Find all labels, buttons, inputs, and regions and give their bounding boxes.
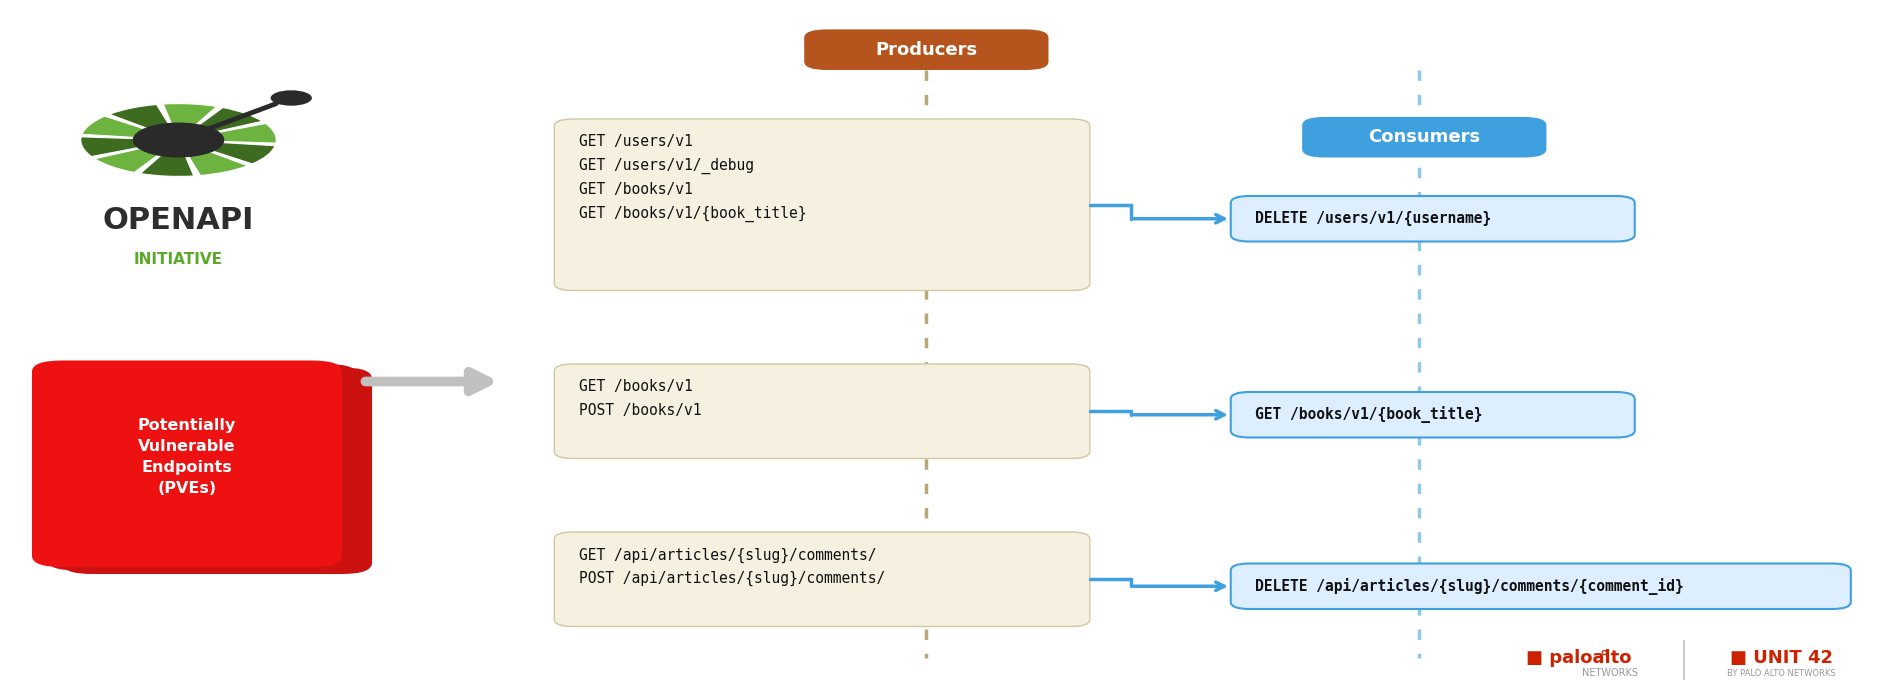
Text: Consumers: Consumers xyxy=(1368,128,1481,146)
Text: DELETE /api/articles/{slug}/comments/{comment_id}: DELETE /api/articles/{slug}/comments/{co… xyxy=(1255,578,1684,595)
FancyBboxPatch shape xyxy=(804,29,1048,70)
Text: INITIATIVE: INITIATIVE xyxy=(133,251,224,267)
Text: DELETE /users/v1/{username}: DELETE /users/v1/{username} xyxy=(1255,211,1492,226)
Wedge shape xyxy=(94,147,162,172)
Wedge shape xyxy=(186,150,248,176)
Text: °: ° xyxy=(1548,649,1608,667)
Circle shape xyxy=(133,123,224,157)
FancyBboxPatch shape xyxy=(554,532,1090,626)
FancyBboxPatch shape xyxy=(1231,392,1635,438)
Wedge shape xyxy=(212,123,276,144)
Text: GET /books/v1
POST /books/v1: GET /books/v1 POST /books/v1 xyxy=(579,379,701,418)
FancyBboxPatch shape xyxy=(1231,196,1635,242)
Text: ■ UNIT 42: ■ UNIT 42 xyxy=(1731,649,1832,667)
Text: BY PALO ALTO NETWORKS: BY PALO ALTO NETWORKS xyxy=(1727,669,1836,678)
Wedge shape xyxy=(207,142,274,164)
Wedge shape xyxy=(81,136,145,157)
Circle shape xyxy=(271,90,312,106)
FancyBboxPatch shape xyxy=(1302,117,1546,158)
FancyBboxPatch shape xyxy=(32,360,342,567)
FancyBboxPatch shape xyxy=(554,364,1090,458)
Wedge shape xyxy=(109,104,171,130)
Wedge shape xyxy=(163,104,216,127)
Text: ■ paloalto: ■ paloalto xyxy=(1526,649,1631,667)
Text: GET /users/v1
GET /users/v1/_debug
GET /books/v1
GET /books/v1/{book_title}: GET /users/v1 GET /users/v1/_debug GET /… xyxy=(579,134,806,222)
Wedge shape xyxy=(195,108,263,133)
FancyBboxPatch shape xyxy=(1231,564,1851,609)
Text: OPENAPI: OPENAPI xyxy=(103,206,254,235)
Text: Potentially
Vulnerable
Endpoints
(PVEs): Potentially Vulnerable Endpoints (PVEs) xyxy=(137,418,237,496)
FancyBboxPatch shape xyxy=(62,368,372,574)
FancyBboxPatch shape xyxy=(554,119,1090,290)
Wedge shape xyxy=(83,116,150,138)
Text: GET /books/v1/{book_title}: GET /books/v1/{book_title} xyxy=(1255,406,1483,424)
Text: GET /api/articles/{slug}/comments/
POST /api/articles/{slug}/comments/: GET /api/articles/{slug}/comments/ POST … xyxy=(579,547,885,586)
Text: Producers: Producers xyxy=(876,41,977,59)
FancyBboxPatch shape xyxy=(47,364,357,570)
Wedge shape xyxy=(141,153,194,176)
Text: NETWORKS: NETWORKS xyxy=(1582,668,1638,678)
